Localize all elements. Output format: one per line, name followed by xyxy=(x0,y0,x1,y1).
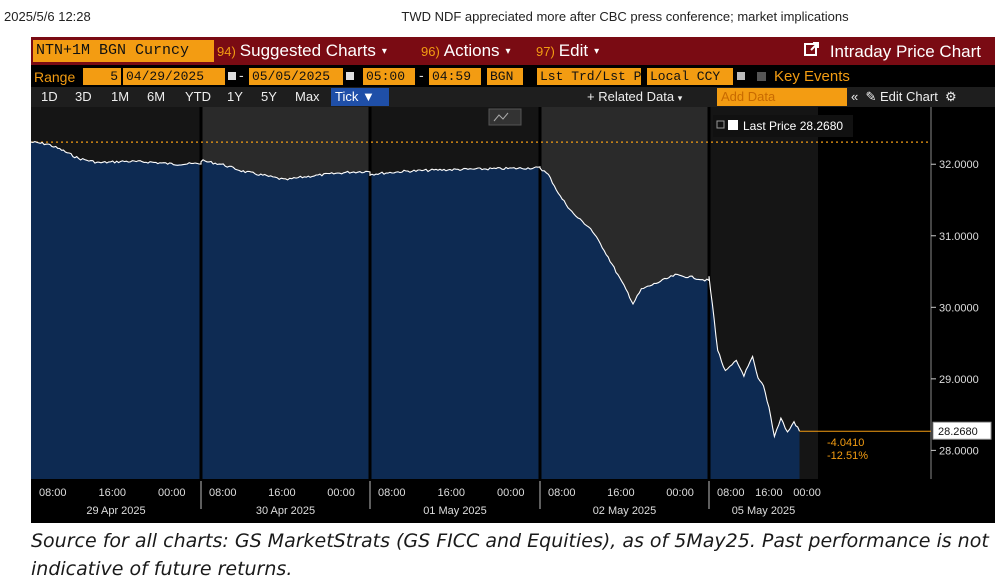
pencil-icon: ✎ xyxy=(865,89,877,104)
suggested-charts-menu[interactable]: 94) Suggested Charts ▾ xyxy=(217,41,387,62)
tab-max[interactable]: Max xyxy=(295,89,320,104)
add-data-input[interactable]: Add Data xyxy=(717,88,847,106)
x-time-label: 00:00 xyxy=(327,487,355,499)
key-events-toggle[interactable]: Key Events xyxy=(757,68,850,86)
end-time-input[interactable]: 04:59 xyxy=(429,68,481,85)
bloomberg-terminal: NTN+1M BGN Curncy 94) Suggested Charts ▾ 9… xyxy=(31,37,995,523)
x-time-label: 16:00 xyxy=(438,487,466,499)
tab-6m[interactable]: 6M xyxy=(147,89,166,104)
x-day-label: 01 May 2025 xyxy=(423,505,487,517)
price-line xyxy=(31,141,801,439)
range-label: Range xyxy=(34,69,76,85)
tab-1y[interactable]: 1Y xyxy=(227,89,243,104)
tab-tick-label: Tick xyxy=(335,89,359,104)
x-time-label: 16:00 xyxy=(755,487,783,499)
calendar-icon[interactable] xyxy=(346,72,354,80)
tab-1m[interactable]: 1M xyxy=(111,89,130,104)
collapse-icon[interactable]: « xyxy=(851,89,859,104)
field-select[interactable]: Lst Trd/Lst P: xyxy=(537,68,641,85)
edit-chart-controls[interactable]: « ✎ Edit Chart ⚙ xyxy=(851,89,957,105)
line-chart-icon xyxy=(493,112,509,122)
chevron-down-icon: ▼ xyxy=(361,89,375,104)
x-day-label: 02 May 2025 xyxy=(593,505,657,517)
tab-1d[interactable]: 1D xyxy=(41,89,58,104)
time-separator: - xyxy=(419,67,424,83)
x-time-label: 08:00 xyxy=(39,487,67,499)
external-link-icon xyxy=(803,41,820,62)
window-title[interactable]: Intraday Price Chart xyxy=(803,41,981,62)
function-bar: NTN+1M BGN Curncy 94) Suggested Charts ▾ 9… xyxy=(31,37,995,65)
menu-label: Suggested Charts xyxy=(239,41,376,60)
x-time-label: 00:00 xyxy=(666,487,694,499)
actions-menu[interactable]: 96) Actions ▾ xyxy=(421,41,511,62)
change-absolute: -4.0410 xyxy=(827,437,864,449)
tab-3d[interactable]: 3D xyxy=(75,89,92,104)
x-time-label: 16:00 xyxy=(607,487,635,499)
range-input[interactable]: 5 xyxy=(83,68,121,85)
menu-number: 96) xyxy=(421,44,440,59)
currency-select[interactable]: Local CCY xyxy=(647,68,733,85)
chevron-down-icon: ▾ xyxy=(677,93,683,103)
related-data-label: + Related Data xyxy=(587,89,675,104)
price-area xyxy=(31,142,800,479)
x-time-label: 08:00 xyxy=(209,487,237,499)
x-day-label: 05 May 2025 xyxy=(732,505,796,517)
change-percent: -12.51% xyxy=(827,450,868,462)
legend-swatch xyxy=(728,120,738,130)
x-time-label: 00:00 xyxy=(793,487,821,499)
start-date-input[interactable]: 04/29/2025 xyxy=(123,68,225,85)
calendar-icon[interactable] xyxy=(228,72,236,80)
chevron-down-icon: ▾ xyxy=(381,46,387,57)
tab-ytd[interactable]: YTD xyxy=(185,89,211,104)
edit-chart-label: Edit Chart xyxy=(880,89,938,104)
x-day-label: 30 Apr 2025 xyxy=(256,505,315,517)
menu-label: Actions xyxy=(443,41,500,60)
end-date-input[interactable]: 05/05/2025 xyxy=(249,68,343,85)
page-title: TWD NDF appreciated more after CBC press… xyxy=(401,9,849,24)
price-chart[interactable]: 32.0000 31.0000 30.0000 29.0000 28.0000 28.26… xyxy=(31,37,995,523)
last-price-box xyxy=(932,421,992,440)
ticker-input[interactable]: NTN+1M BGN Curncy xyxy=(33,40,214,62)
x-time-label: 08:00 xyxy=(717,487,745,499)
x-time-label: 16:00 xyxy=(99,487,127,499)
x-time-label: 00:00 xyxy=(497,487,525,499)
chevron-down-icon: ▾ xyxy=(505,46,511,57)
chevron-down-icon[interactable] xyxy=(737,72,745,80)
checkbox-icon xyxy=(757,72,766,81)
x-time-label: 08:00 xyxy=(548,487,576,499)
y-tick-label: 30.0000 xyxy=(939,302,979,314)
page-timestamp: 2025/5/6 12:28 xyxy=(4,9,91,24)
start-time-input[interactable]: 05:00 xyxy=(363,68,415,85)
empty-region xyxy=(818,107,931,479)
window-title-label: Intraday Price Chart xyxy=(829,42,981,61)
gear-icon[interactable]: ⚙ xyxy=(945,89,957,104)
legend-toggle-icon[interactable] xyxy=(716,120,725,129)
y-tick-label: 29.0000 xyxy=(939,374,979,386)
menu-number: 97) xyxy=(536,44,555,59)
source-caption: Source for all charts: GS MarketStrats (… xyxy=(31,530,989,580)
related-data-button[interactable]: + Related Data ▾ xyxy=(587,89,682,106)
tab-5y[interactable]: 5Y xyxy=(261,89,277,104)
y-tick-label: 28.0000 xyxy=(939,445,979,457)
x-day-label: 29 Apr 2025 xyxy=(86,505,145,517)
y-tick-label: 32.0000 xyxy=(939,159,979,171)
x-time-label: 00:00 xyxy=(158,487,186,499)
menu-number: 94) xyxy=(217,44,236,59)
x-time-label: 08:00 xyxy=(378,487,406,499)
chevron-down-icon: ▾ xyxy=(594,46,600,57)
key-events-label: Key Events xyxy=(774,68,850,85)
parameter-bar: Range 5 04/29/2025 - 05/05/2025 05:00 - … xyxy=(31,65,995,87)
legend-label: Last Price 28.2680 xyxy=(743,119,843,133)
x-axis-band xyxy=(31,479,995,523)
menu-label: Edit xyxy=(558,41,589,60)
source-input[interactable]: BGN xyxy=(487,68,523,85)
edit-menu[interactable]: 97) Edit ▾ xyxy=(536,41,599,62)
x-time-label: 16:00 xyxy=(268,487,296,499)
y-tick-label: 31.0000 xyxy=(939,231,979,243)
legend-box xyxy=(713,115,853,137)
last-price-value: 28.2680 xyxy=(938,426,978,438)
range-separator: - xyxy=(239,67,244,83)
period-bar: 1D 3D 1M 6M YTD 1Y 5Y Max Tick ▼ + Relat… xyxy=(31,87,995,107)
tab-tick[interactable]: Tick ▼ xyxy=(331,88,389,106)
